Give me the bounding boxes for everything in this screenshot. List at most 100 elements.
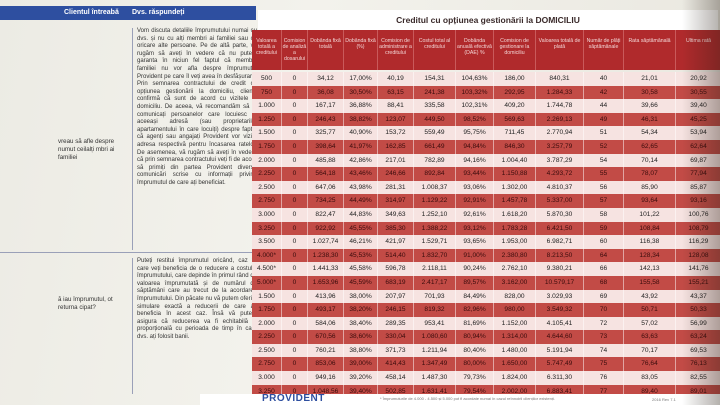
qa-row: ă iau împrumutul, ot returna cipat? Pute… <box>0 256 257 396</box>
credit-table-cell: 77,94 <box>676 167 720 181</box>
credit-table-cell: 42 <box>584 85 624 100</box>
credit-table-cell: 153,72 <box>378 126 414 140</box>
credit-table-cell: 44,83% <box>344 207 378 222</box>
credit-table-cell: 42,86% <box>344 153 378 168</box>
credit-table-cell: 1.631,41 <box>414 384 456 399</box>
credit-table-cell: 53,94 <box>676 126 720 140</box>
credit-table-cell: 1.129,22 <box>414 194 456 208</box>
credit-table-cell: 3.500 <box>252 235 282 249</box>
credit-table-cell: 734,25 <box>308 194 344 208</box>
credit-table-cell: 89,01 <box>676 385 720 399</box>
credit-table-cell: 2.380,80 <box>494 248 536 263</box>
credit-table-cell: 1.314,00 <box>494 330 536 344</box>
credit-table-cell: 1.744,78 <box>536 99 584 113</box>
credit-table-cell: 116,38 <box>624 235 676 249</box>
credit-table-body: 500 0 34,12 17,00% 40,19 154,31 104,63% 186,00 8… <box>252 72 720 405</box>
credit-table-cell: 2.250 <box>252 167 282 181</box>
credit-table-cell: 38,00% <box>344 289 378 304</box>
credit-table-cell: 670,56 <box>308 330 344 344</box>
credit-table-cell: 0 <box>282 167 308 181</box>
credit-table-cell: 502,85 <box>378 384 414 399</box>
credit-table-cell: 2.762,10 <box>494 262 536 276</box>
credit-table-row: 2.500 0 760,21 38,80% 371,73 1.211,94 80,40% 1.… <box>252 343 720 358</box>
credit-table-cell: 922,92 <box>308 221 344 236</box>
credit-col-header: Comision de administrare a creditului <box>378 30 414 70</box>
credit-table-cell: 500 <box>252 72 282 86</box>
credit-table-cell: 38,60% <box>344 330 378 344</box>
credit-table-row: 2.000 0 485,88 42,86% 217,01 782,89 94,16% 1.00… <box>252 153 720 168</box>
credit-table-cell: 0 <box>282 248 308 263</box>
credit-table-cell: 100,76 <box>676 208 720 222</box>
credit-table-cell: 3.549,32 <box>536 303 584 317</box>
credit-table-cell: 349,63 <box>378 207 414 222</box>
credit-table-cell: 0 <box>282 221 308 236</box>
credit-table-row: 1.250 0 246,43 38,82% 123,07 449,50 98,52% 569,… <box>252 112 720 127</box>
credit-table-cell: 69 <box>584 289 624 304</box>
credit-table-cell: 246,66 <box>378 167 414 181</box>
credit-table-cell: 0 <box>282 139 308 154</box>
credit-table-cell: 80,40% <box>456 343 494 358</box>
credit-table-cell: 289,35 <box>378 316 414 331</box>
credit-table-cell: 1.441,33 <box>308 262 344 276</box>
credit-table-cell: 1.000 <box>252 99 282 113</box>
credit-table-row: 4.500* 0 1.441,33 45,58% 596,78 2.118,11 90,24… <box>252 262 720 276</box>
credit-table-cell: 41,97% <box>344 139 378 154</box>
credit-table-cell: 77 <box>584 384 624 399</box>
credit-table-row: 1.750 0 493,17 38,20% 246,15 819,32 82,96% 980,… <box>252 303 720 317</box>
credit-table-cell: 45,59% <box>344 275 378 290</box>
credit-table-row: 2.000 0 584,06 38,40% 289,35 953,41 81,69% 1.15… <box>252 316 720 331</box>
credit-table-cell: 1.457,78 <box>494 194 536 208</box>
credit-table-cell: 3.000 <box>252 207 282 222</box>
credit-table-row: 2.250 0 670,56 38,60% 330,04 1.080,60 80,94% 1.… <box>252 330 720 344</box>
credit-table-cell: 2.770,94 <box>536 126 584 140</box>
credit-table-cell: 828,00 <box>494 289 536 304</box>
credit-table-cell: 3.250 <box>252 384 282 399</box>
credit-table-cell: 116,29 <box>676 235 720 249</box>
credit-table-cell: 949,16 <box>308 371 344 385</box>
credit-table-cell: 98,52% <box>456 112 494 127</box>
credit-table-row: 750 0 36,08 30,50% 63,15 241,38 103,32% 292,95 1… <box>252 85 720 100</box>
credit-table-cell: 76,13 <box>676 357 720 371</box>
credit-table-cell: 92,61% <box>456 207 494 222</box>
credit-table-cell: 3.787,29 <box>536 153 584 168</box>
credit-table-cell: 4.293,72 <box>536 167 584 181</box>
credit-table-cell: 46,21% <box>344 235 378 249</box>
credit-table-cell: 103,32% <box>456 85 494 100</box>
credit-table-cell: 1.284,33 <box>536 85 584 100</box>
credit-table-cell: 1.008,37 <box>414 180 456 195</box>
credit-table-cell: 50,71 <box>624 303 676 317</box>
credit-table-cell: 1.783,28 <box>494 221 536 236</box>
credit-table-cell: 292,95 <box>494 85 536 100</box>
credit-col-header: Număr de plăți săptămânale <box>584 30 624 70</box>
credit-table-cell: 20,92 <box>676 72 720 86</box>
credit-table-cell: 846,30 <box>494 139 536 154</box>
credit-table-cell: 72 <box>584 316 624 331</box>
credit-table-cell: 1.250 <box>252 112 282 127</box>
credit-table-cell: 1.347,49 <box>414 357 456 372</box>
credit-table-cell: 82,96% <box>456 303 494 317</box>
credit-table-cell: 76 <box>584 371 624 385</box>
credit-table-cell: 1.150,88 <box>494 167 536 181</box>
credit-table-cell: 1.953,00 <box>494 235 536 249</box>
credit-table-cell: 0 <box>282 99 308 113</box>
qa-col-answer-header: Dvs. răspundeți <box>132 9 185 16</box>
credit-table-cell: 141,76 <box>676 262 720 276</box>
credit-table-cell: 569,63 <box>494 112 536 127</box>
credit-table-cell: 75 <box>584 357 624 372</box>
qa-table: Clientul întreabă Dvs. răspundeți <box>0 6 256 20</box>
credit-table-cell: 39,20% <box>344 371 378 385</box>
credit-table-cell: 2.000 <box>252 153 282 168</box>
credit-table-cell: 330,04 <box>378 330 414 344</box>
credit-table-cell: 0 <box>282 289 308 304</box>
credit-table-cell: 246,15 <box>378 303 414 317</box>
credit-table-cell: 5.747,49 <box>536 357 584 372</box>
credit-table-cell: 0 <box>282 357 308 372</box>
credit-table-cell: 1.388,22 <box>414 221 456 236</box>
credit-table-cell: 6.982,71 <box>536 235 584 249</box>
credit-table-cell: 4.000* <box>252 248 282 263</box>
credit-table-cell: 60 <box>584 235 624 249</box>
credit-table-cell: 45,58% <box>344 262 378 276</box>
credit-col-header: Valoarea totală a creditului <box>252 30 282 70</box>
credit-table-cell: 0 <box>282 275 308 290</box>
credit-table-cell: 3.250 <box>252 221 282 236</box>
